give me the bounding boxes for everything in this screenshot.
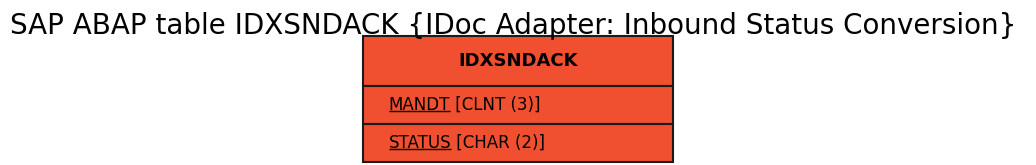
FancyBboxPatch shape bbox=[363, 36, 673, 86]
Text: IDXSNDACK: IDXSNDACK bbox=[458, 52, 578, 70]
Text: [CLNT (3)]: [CLNT (3)] bbox=[450, 96, 541, 114]
Text: SAP ABAP table IDXSNDACK {IDoc Adapter: Inbound Status Conversion}: SAP ABAP table IDXSNDACK {IDoc Adapter: … bbox=[10, 12, 1016, 40]
Text: STATUS: STATUS bbox=[388, 134, 451, 152]
Text: [CHAR (2)]: [CHAR (2)] bbox=[451, 134, 545, 152]
FancyBboxPatch shape bbox=[363, 86, 673, 124]
Text: MANDT: MANDT bbox=[388, 96, 450, 114]
FancyBboxPatch shape bbox=[363, 124, 673, 162]
